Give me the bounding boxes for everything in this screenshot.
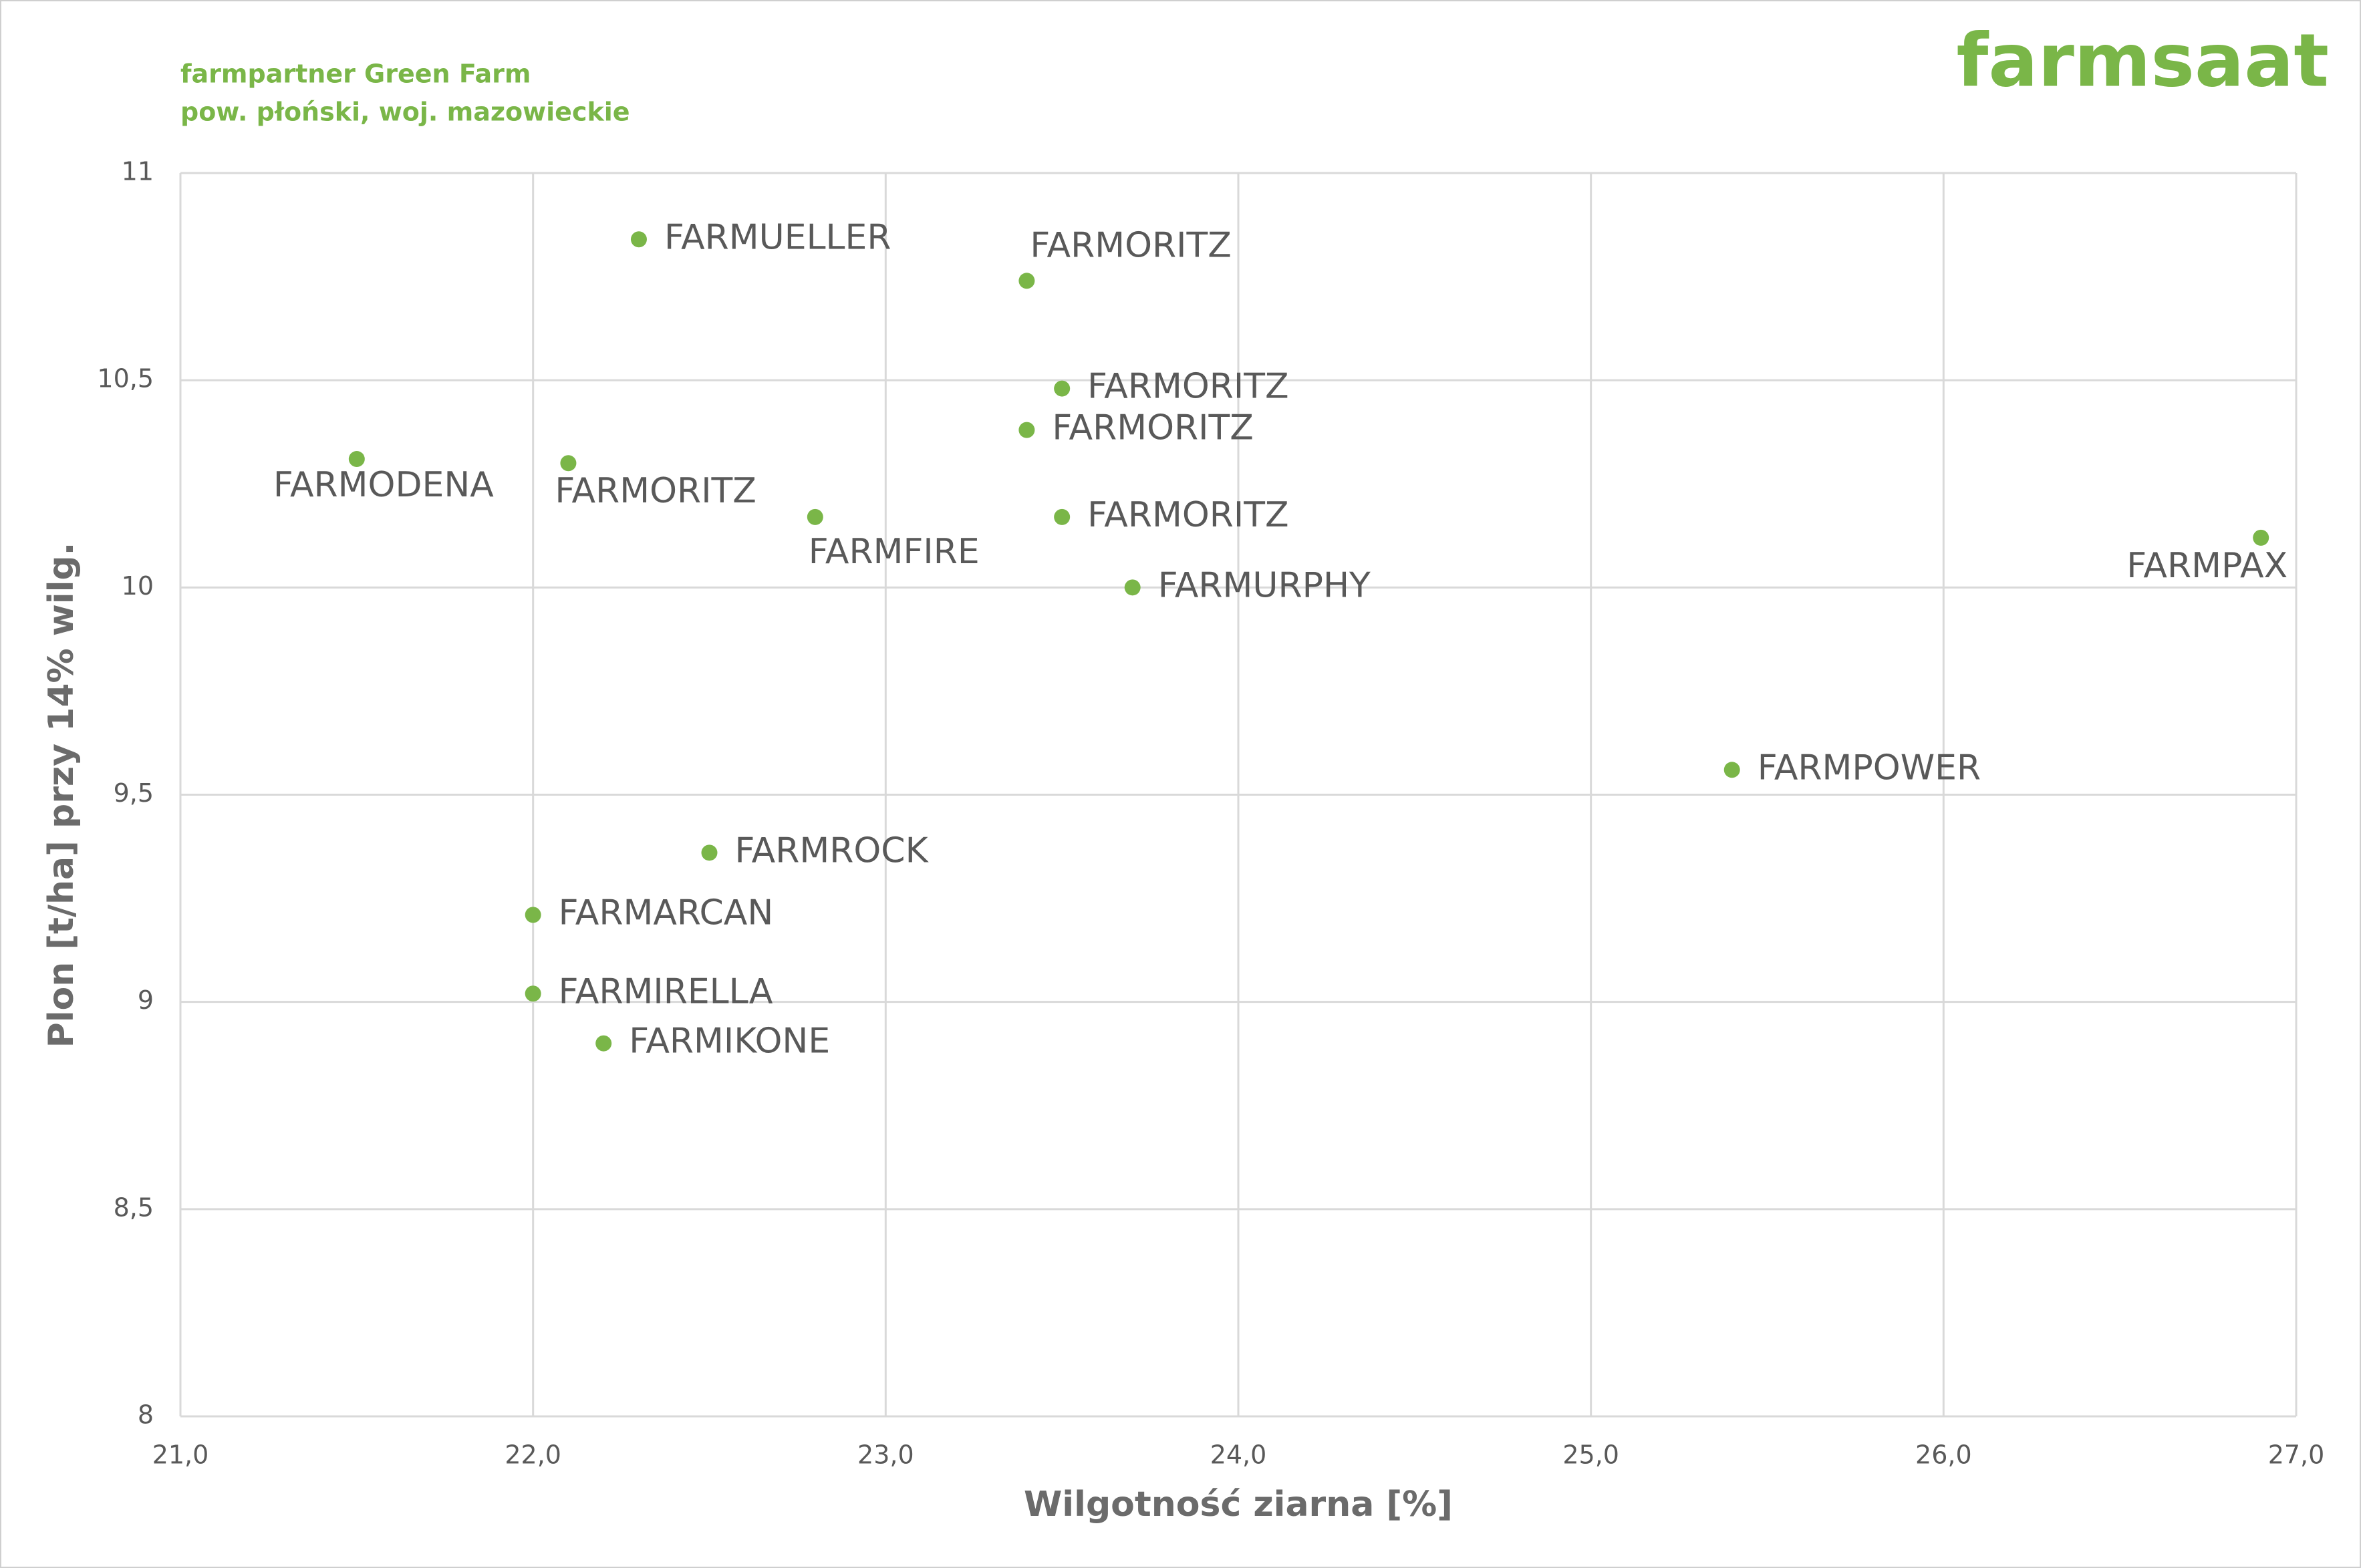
y-tick-label: 10 <box>122 571 154 601</box>
point-label: FARMORITZ <box>1052 408 1254 448</box>
point-label: FARMPAX <box>2126 546 2287 586</box>
x-axis-title: Wilgotność ziarna [%] <box>1024 1484 1453 1525</box>
point-label: FARMORITZ <box>1087 495 1289 535</box>
point <box>1018 273 1035 289</box>
point <box>2253 529 2269 546</box>
x-tick-label: 25,0 <box>1562 1440 1619 1470</box>
point-label: FARMORITZ <box>555 471 756 511</box>
point <box>560 455 577 472</box>
y-tick-label: 10,5 <box>97 364 154 394</box>
x-tick-label: 26,0 <box>1915 1440 1972 1470</box>
x-tick-label: 22,0 <box>505 1440 561 1470</box>
point <box>595 1035 612 1052</box>
x-tick-label: 23,0 <box>857 1440 914 1470</box>
point <box>807 508 823 525</box>
point <box>701 844 718 861</box>
point-label: FARMORITZ <box>1087 367 1289 407</box>
point-label: FARMIRELLA <box>559 971 773 1011</box>
y-tick-label: 9 <box>138 985 154 1015</box>
x-tick-label: 24,0 <box>1210 1440 1267 1470</box>
point-label: FARMARCAN <box>559 893 774 933</box>
logo: farmsaat <box>1957 17 2329 103</box>
point <box>630 231 647 248</box>
point <box>525 985 541 1002</box>
x-tick-label: 27,0 <box>2268 1440 2325 1470</box>
point-label: FARMIKONE <box>629 1022 830 1062</box>
point <box>1723 762 1740 778</box>
y-tick-label: 8,5 <box>114 1193 154 1222</box>
point-label: FARMFIRE <box>809 532 980 572</box>
y-tick-label: 9,5 <box>114 778 154 808</box>
point-label: FARMURPHY <box>1158 565 1371 605</box>
header-line: pow. płoński, woj. mazowieckie <box>180 98 630 127</box>
point <box>1018 422 1035 438</box>
header-line: farmpartner Green Farm <box>180 59 531 89</box>
y-tick-label: 11 <box>122 157 154 186</box>
point <box>525 907 541 923</box>
point-label: FARMROCK <box>735 830 930 871</box>
point <box>1124 579 1141 596</box>
point <box>1054 508 1071 525</box>
y-tick-label: 8 <box>138 1400 154 1430</box>
point-label: FARMPOWER <box>1758 748 1981 788</box>
point <box>1054 380 1071 397</box>
point-label: FARMODENA <box>273 465 494 505</box>
point-label: FARMUELLER <box>664 217 891 257</box>
point-label: FARMORITZ <box>1030 225 1232 265</box>
x-tick-label: 21,0 <box>152 1440 209 1470</box>
point <box>348 451 365 468</box>
y-axis-title: Plon [t/ha] przy 14% wilg. <box>41 542 82 1048</box>
